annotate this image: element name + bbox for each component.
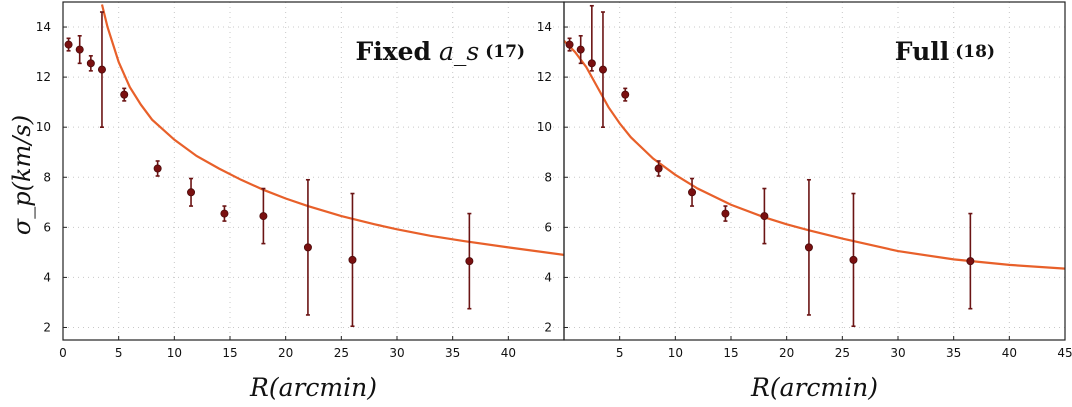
y-tick-label: 2 xyxy=(544,320,552,334)
x-axis-label: R(arcmin) xyxy=(249,373,377,402)
data-point xyxy=(64,40,73,49)
data-point xyxy=(303,243,312,252)
y-tick-label: 4 xyxy=(544,270,552,284)
data-point xyxy=(721,209,730,218)
x-tick-label: 40 xyxy=(501,346,516,360)
data-point xyxy=(187,188,196,197)
y-tick-label: 14 xyxy=(36,20,51,34)
x-tick-label: 45 xyxy=(1057,346,1072,360)
data-point xyxy=(966,257,975,266)
panel-title-label: Full xyxy=(895,37,949,66)
x-tick-label: 25 xyxy=(334,346,349,360)
y-axis-label: σ_p(km/s) xyxy=(8,115,36,235)
data-point xyxy=(654,164,663,173)
data-point xyxy=(97,65,106,74)
data-point xyxy=(220,209,229,218)
panel-title-label: Fixed xyxy=(355,37,431,66)
x-tick-label: 15 xyxy=(723,346,738,360)
plot-frame xyxy=(563,1,1066,341)
data-point xyxy=(565,40,574,49)
panel-fixed-as: 0 5 10 15 20 25 30 35 40 2 4 6 8 10 12 14 R(arcmin) Fixed… xyxy=(36,1,565,402)
x-tick-label: 15 xyxy=(222,346,237,360)
y-tick-label: 8 xyxy=(43,170,51,184)
data-point xyxy=(348,255,357,264)
x-tick-label: 10 xyxy=(668,346,683,360)
x-tick-label: 25 xyxy=(835,346,850,360)
y-tick-label: 8 xyxy=(544,170,552,184)
data-point xyxy=(621,90,630,99)
x-tick-label: 10 xyxy=(167,346,182,360)
y-tick-label: 12 xyxy=(537,70,552,84)
data-point xyxy=(587,59,596,68)
panel-title: Fixed a_s (17) xyxy=(355,37,525,66)
model-curve xyxy=(100,4,564,256)
y-tick-label: 10 xyxy=(36,120,51,134)
x-tick-label: 30 xyxy=(890,346,905,360)
x-tick-label: 30 xyxy=(389,346,404,360)
y-tick-label: 4 xyxy=(43,270,51,284)
x-axis-label: R(arcmin) xyxy=(750,373,878,402)
data-point xyxy=(153,164,162,173)
panel-title: Full (18) xyxy=(895,37,995,66)
model-curve xyxy=(564,40,1065,270)
x-tick-label: 40 xyxy=(1002,346,1017,360)
data-point xyxy=(75,45,84,54)
x-tick-label: 35 xyxy=(445,346,460,360)
x-tick-label: 5 xyxy=(115,346,123,360)
x-tick-label: 20 xyxy=(278,346,293,360)
y-tick-label: 12 xyxy=(36,70,51,84)
data-point xyxy=(804,243,813,252)
y-tick-label: 10 xyxy=(537,120,552,134)
panel-full: 5 10 15 20 25 30 35 40 45 2 4 6 8 10 12 14 R(arcmin) Full… xyxy=(537,1,1072,402)
y-tick-label: 6 xyxy=(43,220,51,234)
data-point xyxy=(259,212,268,221)
panel-title-tag: (17) xyxy=(485,42,525,62)
y-tick-label: 6 xyxy=(544,220,552,234)
data-point xyxy=(760,212,769,221)
y-tick-label: 2 xyxy=(43,320,51,334)
data-point xyxy=(598,65,607,74)
data-point xyxy=(576,45,585,54)
panel-title-symbol: a_s xyxy=(439,37,479,66)
data-point xyxy=(465,257,474,266)
x-tick-label: 5 xyxy=(616,346,624,360)
x-tick-label: 20 xyxy=(779,346,794,360)
panel-title-tag: (18) xyxy=(955,42,995,62)
data-point xyxy=(86,59,95,68)
data-point xyxy=(688,188,697,197)
y-tick-label: 14 xyxy=(537,20,552,34)
data-point xyxy=(849,255,858,264)
data-point xyxy=(120,90,129,99)
x-tick-label: 0 xyxy=(59,346,67,360)
x-tick-label: 35 xyxy=(946,346,961,360)
